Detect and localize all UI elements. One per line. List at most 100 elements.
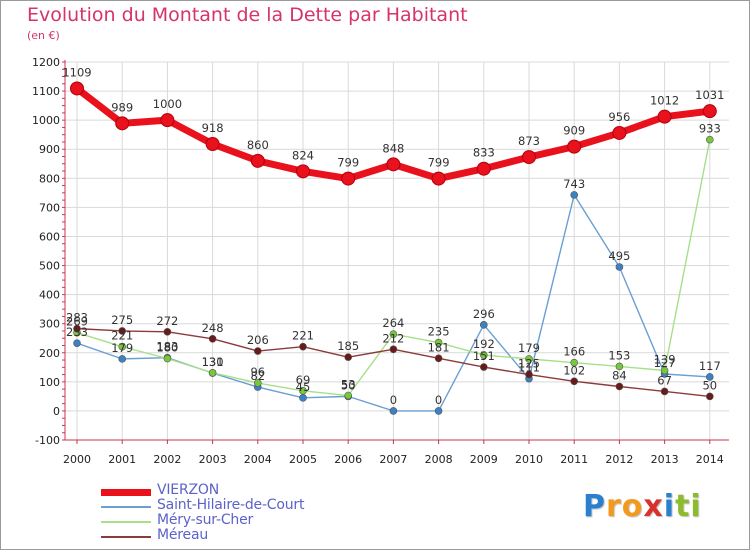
data-point [73, 324, 81, 333]
data-point [73, 339, 81, 347]
data-point [253, 379, 262, 387]
data-point [208, 369, 217, 377]
y-tick-label: 100 [39, 376, 60, 389]
data-label: 192 [473, 337, 495, 351]
data-point [479, 363, 488, 371]
data-point [163, 328, 172, 336]
data-point [612, 125, 627, 140]
data-label: 53 [341, 378, 356, 392]
data-point [299, 394, 307, 402]
data-label: 264 [382, 316, 404, 330]
data-label: 125 [518, 357, 540, 371]
data-point [389, 330, 398, 338]
chart-subtitle: (en €) [27, 29, 60, 42]
series-vierzon [70, 81, 717, 186]
data-point [615, 362, 624, 371]
y-tick-label: 800 [39, 172, 60, 185]
legend-label: VIERZON [157, 482, 219, 498]
data-label: 127 [654, 356, 676, 370]
data-label: 50 [341, 378, 356, 392]
data-label: 848 [382, 141, 404, 155]
legend-swatch [101, 521, 151, 523]
data-label: 67 [657, 373, 672, 387]
data-point [525, 370, 533, 379]
y-tick-label: 1200 [32, 56, 60, 69]
logo-letter: x [643, 489, 664, 524]
data-label: 272 [156, 314, 178, 328]
data-label: 833 [473, 146, 495, 160]
data-point [208, 335, 217, 343]
x-tick-label: 2010 [515, 453, 543, 466]
logo-letter: o [621, 489, 644, 524]
data-label: 131 [202, 355, 224, 369]
data-label: 0 [390, 393, 397, 407]
x-tick-label: 2011 [560, 453, 588, 466]
data-label: 151 [473, 349, 495, 363]
data-label: 233 [66, 325, 88, 339]
data-label: 873 [518, 134, 540, 148]
x-tick-label: 2013 [651, 453, 679, 466]
logo-letter: r [606, 489, 622, 524]
x-tick-label: 2002 [153, 453, 181, 466]
data-label: 117 [699, 359, 721, 373]
data-point [344, 353, 353, 361]
data-label: 933 [699, 122, 721, 136]
data-label: 206 [247, 333, 269, 347]
data-point [160, 113, 175, 128]
data-point [299, 387, 307, 395]
series-m-reau [73, 324, 714, 401]
y-tick-label: 900 [39, 143, 60, 156]
data-label: 183 [156, 340, 178, 354]
x-tick-label: 2001 [108, 453, 136, 466]
data-point [205, 136, 220, 151]
legend-label: Méreau [157, 527, 209, 543]
data-label: 179 [518, 341, 540, 355]
proxiti-logo: Proxiti [583, 489, 702, 524]
data-point [657, 109, 672, 124]
data-label: 743 [563, 177, 585, 191]
data-point [522, 150, 536, 165]
data-point [702, 104, 717, 119]
data-point [660, 366, 669, 375]
data-label: 180 [156, 341, 178, 355]
data-label: 69 [296, 373, 311, 387]
data-label: 1012 [650, 94, 679, 108]
x-tick-label: 2008 [425, 453, 453, 466]
data-label: 860 [247, 138, 269, 152]
legend-label: Méry-sur-Cher [157, 512, 254, 528]
x-tick-label: 2004 [244, 453, 272, 466]
y-tick-label: 300 [39, 318, 60, 331]
data-point [389, 345, 398, 354]
data-point [253, 347, 262, 355]
data-point [570, 358, 579, 367]
data-label: 989 [111, 100, 133, 114]
data-point [431, 171, 446, 186]
logo-letter: t [675, 489, 691, 524]
data-point [660, 387, 669, 396]
data-label: 166 [563, 345, 585, 359]
data-point [299, 342, 307, 351]
data-point [296, 164, 310, 179]
data-label: 283 [66, 311, 88, 325]
y-tick-label: 600 [39, 230, 60, 243]
chart-title: Evolution du Montant de la Dette par Hab… [27, 4, 468, 26]
logo-letter: P [583, 489, 606, 524]
data-label: 1000 [153, 97, 182, 111]
y-tick-label: 1100 [32, 85, 60, 98]
y-tick-label: 500 [39, 260, 60, 273]
legend-swatch [101, 488, 151, 496]
x-tick-label: 2009 [470, 453, 498, 466]
data-label: 181 [428, 340, 450, 354]
data-point [344, 391, 353, 400]
data-label: 799 [428, 156, 450, 170]
axes: -100010020030040050060070080090010001100… [32, 56, 729, 466]
data-label: 956 [608, 110, 630, 124]
data-label: 824 [292, 148, 314, 162]
data-point [705, 135, 714, 144]
series-m-ry-sur-cher [73, 135, 714, 400]
data-point [341, 171, 356, 186]
y-tick-label: -100 [35, 434, 60, 447]
data-point [525, 355, 533, 363]
